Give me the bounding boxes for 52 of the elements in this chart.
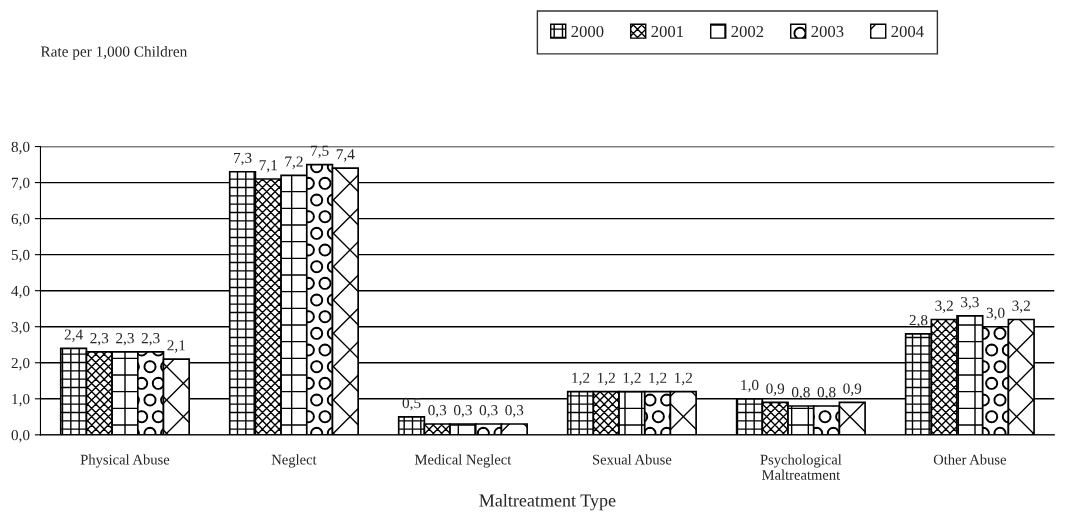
text: Rate per 1,000 Children [40, 45, 188, 60]
data-label: 7,5 [311, 145, 329, 159]
y-tick-label: 7,0 [11, 177, 30, 191]
data-label: 2,4 [64, 329, 83, 342]
legend-label: 2002 [731, 25, 764, 38]
data-label: 2,3 [116, 333, 134, 346]
y-tick-label: 2,0 [11, 357, 30, 371]
data-label: 0,9 [843, 383, 862, 396]
data-label: 1,0 [741, 379, 759, 393]
x-tick-label: Physical Abuse [80, 454, 170, 468]
data-label: 7,2 [285, 156, 303, 169]
y-tick-label: 4,0 [11, 285, 30, 299]
data-label: 7,3 [234, 152, 252, 166]
y-tick-label: 8,0 [11, 141, 30, 155]
x-tick-label: Neglect [271, 454, 317, 468]
data-label: 0,8 [817, 387, 836, 400]
legend-label: 2000 [571, 25, 604, 38]
data-label: 3,2 [935, 300, 953, 314]
x-tick-label: Medical Neglect [414, 454, 512, 468]
data-label: 3,2 [1012, 300, 1030, 314]
data-label: 3,0 [986, 307, 1005, 321]
y-tick-label: 3,0 [11, 321, 30, 335]
data-label: 0,3 [505, 405, 524, 418]
data-label: 7,1 [259, 160, 277, 173]
data-label: 1,2 [598, 372, 615, 386]
y-tick-label: 6,0 [11, 213, 30, 227]
y-tick-label: 0,0 [11, 429, 30, 443]
legend-label: 2001 [651, 25, 684, 38]
x-tick-label: Sexual Abuse [592, 454, 672, 465]
data-label: 7,4 [336, 149, 355, 162]
x-tick-label: Psychological Maltreatment [760, 454, 842, 480]
legend-label: 2004 [891, 25, 924, 38]
x-axis-title: Maltreatment Type [479, 493, 616, 511]
data-label: 0,5 [402, 397, 421, 411]
data-label: 2,3 [141, 333, 160, 346]
y-tick-label: 5,0 [11, 249, 30, 263]
data-label: 1,2 [623, 372, 641, 386]
y-tick-label: 1,0 [12, 393, 30, 407]
data-label: 2,1 [167, 340, 185, 353]
data-label: 0,3 [479, 405, 498, 418]
data-label: 1,2 [649, 372, 667, 386]
data-label: 1,2 [675, 372, 692, 386]
legend-label: 2003 [811, 25, 844, 38]
x-tick-label: Other Abuse [933, 454, 1007, 465]
data-label: 0,3 [453, 405, 472, 418]
data-label: 0,3 [428, 405, 447, 418]
data-label: 3,3 [961, 296, 979, 310]
data-label: 0,8 [791, 387, 810, 400]
data-label: 1,2 [572, 372, 590, 386]
data-label: 0,9 [766, 383, 785, 396]
data-label: 2,3 [90, 333, 109, 346]
data-label: 2,8 [909, 314, 928, 328]
